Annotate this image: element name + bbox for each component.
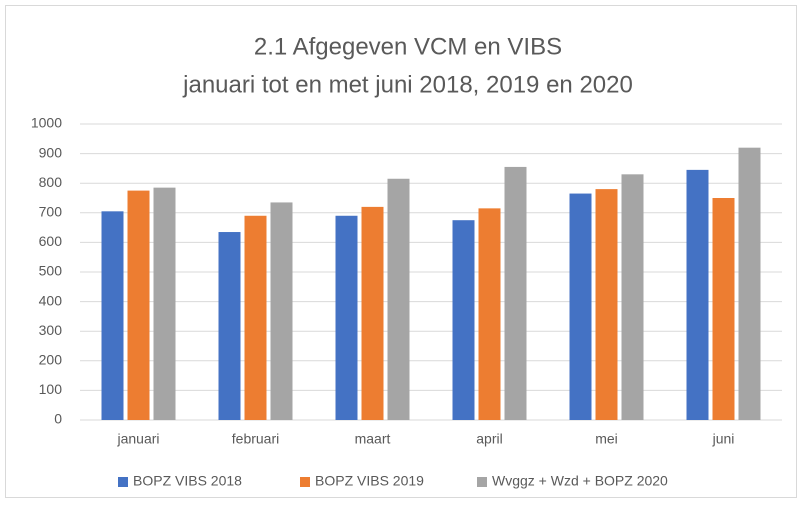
bar — [218, 232, 241, 420]
legend-label: Wvggz + Wzd + BOPZ 2020 — [492, 473, 668, 489]
bar — [101, 211, 124, 420]
legend-swatch — [118, 477, 128, 487]
x-tick-label: januari — [116, 431, 159, 447]
bar — [595, 189, 618, 420]
y-tick-label: 600 — [39, 233, 63, 249]
chart-subtitle: januari tot en met juni 2018, 2019 en 20… — [182, 71, 633, 98]
y-tick-label: 1000 — [31, 115, 62, 131]
y-tick-label: 400 — [39, 292, 63, 308]
legend-swatch — [477, 477, 487, 487]
y-tick-label: 800 — [39, 174, 63, 190]
bar — [153, 187, 176, 420]
legend-swatch — [300, 477, 310, 487]
x-tick-label: maart — [355, 431, 391, 447]
bar — [361, 206, 384, 420]
bar — [127, 190, 150, 420]
y-tick-label: 700 — [39, 204, 63, 220]
bar — [738, 147, 761, 420]
bar — [478, 208, 501, 420]
x-tick-label: juni — [712, 431, 735, 447]
bar — [686, 169, 709, 420]
bar — [569, 193, 592, 420]
bar — [712, 198, 735, 420]
chart-title: 2.1 Afgegeven VCM en VIBS — [254, 33, 562, 60]
x-tick-label: februari — [232, 431, 279, 447]
y-tick-label: 100 — [39, 381, 63, 397]
y-tick-label: 200 — [39, 352, 63, 368]
y-tick-label: 0 — [54, 411, 62, 427]
y-tick-label: 300 — [39, 322, 63, 338]
bar — [621, 174, 644, 420]
bar — [452, 220, 475, 420]
x-tick-label: mei — [595, 431, 618, 447]
x-tick-label: april — [476, 431, 502, 447]
bar — [335, 215, 358, 420]
bar — [270, 202, 293, 420]
y-tick-label: 900 — [39, 144, 63, 160]
legend-label: BOPZ VIBS 2019 — [315, 473, 424, 489]
legend-label: BOPZ VIBS 2018 — [133, 473, 242, 489]
bar — [387, 178, 410, 420]
bar — [244, 215, 267, 420]
y-tick-label: 500 — [39, 263, 63, 279]
bar — [504, 166, 527, 420]
